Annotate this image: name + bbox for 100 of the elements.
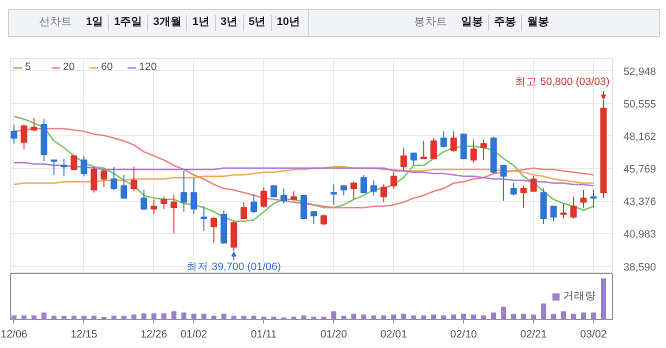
candlestick xyxy=(260,186,268,208)
y-tick-label: 52,948 xyxy=(624,66,656,78)
legend-label: 5 xyxy=(25,61,32,73)
y-tick-label: 38,590 xyxy=(624,261,656,274)
y-tick-label: 43,376 xyxy=(624,196,656,208)
candlestick xyxy=(20,124,28,150)
bar xyxy=(361,314,366,320)
candlestick xyxy=(150,198,158,215)
candlestick xyxy=(590,189,597,208)
candlestick xyxy=(520,185,527,208)
candlestick xyxy=(80,155,88,177)
bar xyxy=(601,278,606,320)
category-label: 10년 xyxy=(270,15,300,31)
bar xyxy=(451,314,456,320)
bar xyxy=(41,312,46,320)
candlestick xyxy=(140,189,148,211)
candlestick xyxy=(70,155,78,170)
category-label: 5년 xyxy=(242,15,266,31)
candlestick xyxy=(270,185,278,198)
candlestick xyxy=(380,184,387,203)
bar xyxy=(591,312,596,320)
candlestick xyxy=(300,194,308,219)
candlestick xyxy=(400,147,407,172)
category-label: 1주일 xyxy=(108,15,142,31)
bar xyxy=(331,311,336,320)
category-label: 3년 xyxy=(214,15,238,31)
x-tick-label: 12/26 xyxy=(140,328,168,340)
candlestick xyxy=(560,203,567,219)
candlestick xyxy=(50,159,58,176)
x-tick-label: 02/21 xyxy=(520,328,547,340)
candlestick xyxy=(120,174,128,199)
y-tick-label: 48,162 xyxy=(624,130,656,143)
candlestick xyxy=(190,177,198,215)
candlestick xyxy=(330,184,337,206)
bar xyxy=(391,314,396,320)
candlestick xyxy=(420,140,427,160)
legend-label: 120 xyxy=(139,61,158,73)
candlestick xyxy=(550,206,557,222)
x-tick-label: 01/20 xyxy=(320,328,348,340)
text: 봉차트 xyxy=(414,15,447,30)
category-label: 월봉 xyxy=(521,15,549,31)
bar xyxy=(431,314,436,320)
candlestick xyxy=(110,166,118,190)
candlestick xyxy=(280,188,288,204)
candlestick xyxy=(100,168,108,188)
candlestick xyxy=(390,172,397,190)
candlestick xyxy=(570,196,577,219)
category-label: 1일 xyxy=(86,15,104,30)
candlestick xyxy=(370,180,377,196)
candlestick xyxy=(350,181,357,200)
candlestick xyxy=(450,130,457,152)
candlestick xyxy=(500,164,507,202)
line-series xyxy=(13,116,594,222)
candlestick xyxy=(440,130,447,148)
x-tick-label: 12/06 xyxy=(0,328,28,340)
bar xyxy=(491,312,496,320)
candlestick xyxy=(320,214,327,226)
y-tick-label: 40,983 xyxy=(624,228,656,241)
legend-label: 20 xyxy=(63,61,76,73)
category-label: 1년 xyxy=(186,15,210,31)
candlestick xyxy=(340,185,347,196)
candlestick xyxy=(160,196,168,210)
x-tick-label: 03/02 xyxy=(580,328,607,340)
bar xyxy=(541,303,546,320)
candlestick xyxy=(430,138,437,160)
bar xyxy=(471,314,476,320)
text: 선차트 xyxy=(39,15,72,30)
candlestick xyxy=(410,152,417,166)
x-tick-label: 12/15 xyxy=(70,328,98,340)
candlestick xyxy=(480,139,487,160)
candlestick xyxy=(170,194,178,234)
y-tick-label: 50,555 xyxy=(624,98,656,110)
annotation: 최저 39,700 (01/06) xyxy=(186,261,281,274)
candlestick xyxy=(580,189,587,208)
candlestick xyxy=(290,190,298,202)
bar xyxy=(561,311,566,320)
category-label: 일봉 xyxy=(461,15,483,30)
category-label: 3개월 xyxy=(147,15,182,31)
bar xyxy=(171,311,176,320)
bar xyxy=(181,312,186,320)
x-tick-label: 01/11 xyxy=(250,328,277,340)
candlestick xyxy=(10,124,18,144)
bar xyxy=(581,312,586,320)
candlestick xyxy=(200,206,208,232)
x-tick-label: 02/10 xyxy=(450,328,478,340)
candlestick xyxy=(210,216,218,244)
annotation: 최고 50,800 (03/03) xyxy=(515,76,610,88)
candlestick xyxy=(180,170,188,212)
candlestick xyxy=(530,176,537,192)
candlestick xyxy=(90,166,98,194)
candlestick xyxy=(30,117,38,132)
bar xyxy=(531,314,536,320)
legend-label: 거래량 xyxy=(563,289,596,303)
candlestick xyxy=(510,182,517,196)
x-tick-label: 01/02 xyxy=(180,328,208,340)
candlestick xyxy=(470,139,477,164)
x-tick-label: 02/01 xyxy=(380,328,408,340)
candlestick xyxy=(360,174,367,194)
candlestick xyxy=(240,202,248,219)
bar xyxy=(131,314,136,320)
